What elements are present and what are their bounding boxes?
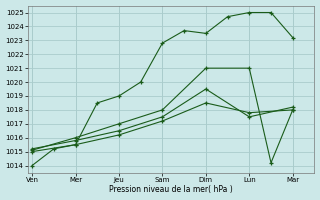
X-axis label: Pression niveau de la mer( hPa ): Pression niveau de la mer( hPa ) [109, 185, 233, 194]
